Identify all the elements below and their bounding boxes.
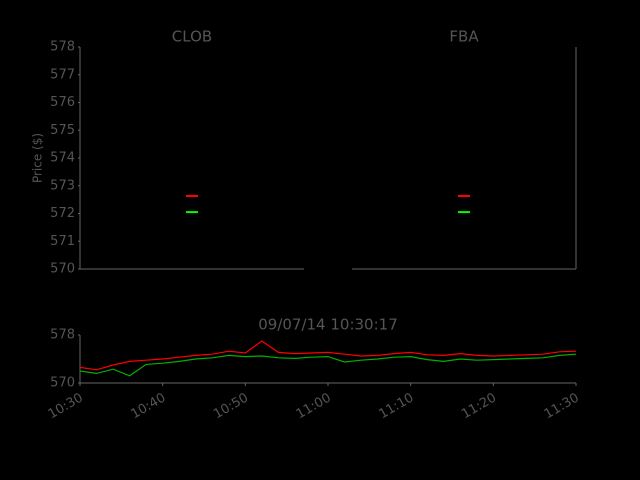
y-tick-label: 572	[50, 206, 75, 221]
y-tick-label: 576	[50, 95, 75, 110]
x-tick-label: 11:00	[294, 391, 334, 423]
panel-title: CLOB	[172, 28, 212, 46]
x-tick-label: 11:10	[376, 391, 416, 423]
y-axis-label: Price ($)	[31, 133, 45, 183]
y-tick-label: 573	[50, 178, 75, 193]
y-tick-label: 578	[50, 40, 75, 55]
chart-title: 09/07/14 10:30:17	[258, 316, 398, 334]
x-tick-label: 11:20	[459, 391, 499, 423]
x-tick-label: 10:30	[46, 391, 86, 423]
panel-title: FBA	[449, 28, 479, 46]
y-tick-label: 570	[50, 262, 75, 277]
price-line	[79, 353, 577, 377]
y-tick-label: 577	[50, 67, 75, 82]
price-line	[79, 340, 577, 371]
y-tick-label: 571	[50, 234, 75, 249]
x-tick-label: 11:30	[542, 391, 582, 423]
x-tick-label: 10:40	[128, 391, 168, 423]
y-tick-label: 578	[50, 328, 75, 343]
y-tick-label: 575	[50, 123, 75, 138]
y-tick-label: 570	[50, 376, 75, 391]
y-tick-label: 574	[50, 151, 75, 166]
x-tick-label: 10:50	[211, 391, 251, 423]
